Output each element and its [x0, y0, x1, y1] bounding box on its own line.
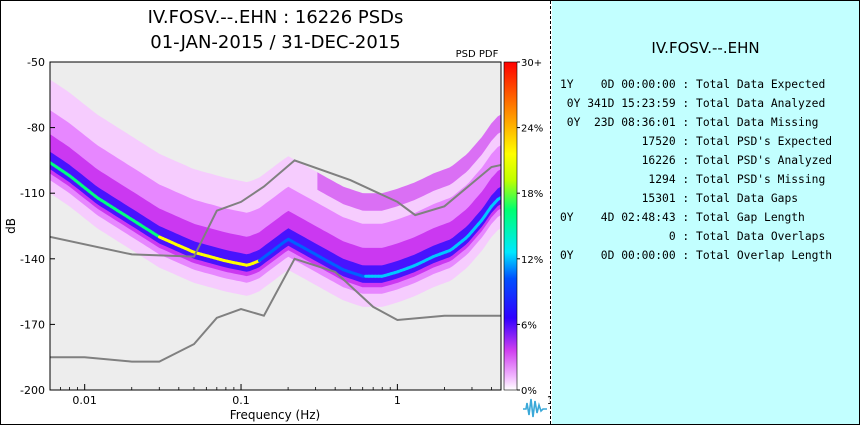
y-tick-label: -170 [20, 318, 45, 331]
stat-value: 15301 [560, 192, 676, 205]
pdf-band-core [50, 151, 501, 283]
x-tick-label: 10 [547, 394, 550, 407]
stat-row: 15301 : Total Data Gaps [560, 189, 832, 208]
stat-separator: : [675, 230, 697, 243]
x-axis-label: Frequency (Hz) [230, 408, 321, 422]
colorbar-tick-label: 18% [521, 189, 543, 200]
colorbar-tick-label: 12% [521, 255, 543, 266]
page-title: IV.FOSV.--.EHN : 16226 PSDs [147, 7, 404, 28]
high-noise-model-line [50, 159, 501, 258]
stat-value: 0 [560, 230, 676, 243]
stat-row: 1294 : Total PSD's Missing [560, 170, 832, 189]
statistics-panel: IV.FOSV.--.EHN 1Y 0D 00:00:00 : Total Da… [552, 1, 859, 424]
page-subtitle: 01-JAN-2015 / 31-DEC-2015 [150, 32, 401, 53]
pdf-band-mid [50, 134, 501, 288]
x-tick-label: 0.1 [232, 394, 250, 407]
y-tick-label: -80 [27, 122, 45, 135]
y-tick-label: -110 [20, 187, 45, 200]
stat-value: 16226 [560, 154, 676, 167]
stat-row: 0 : Total Data Overlaps [560, 227, 832, 246]
stat-row: 1Y 0D 00:00:00 : Total Data Expected [560, 75, 832, 94]
stat-separator: : [675, 211, 697, 224]
stat-value: 0Y 4D 02:48:43 [560, 211, 676, 224]
stat-value: 1294 [560, 173, 676, 186]
plot-border [49, 61, 502, 391]
stat-value: 0Y 0D 00:00:00 [560, 249, 676, 262]
colorbar-label: PSD PDF [456, 49, 499, 60]
stat-separator: : [675, 173, 697, 186]
stat-separator: : [675, 192, 697, 205]
stat-row: 16226 : Total PSD's Analyzed [560, 151, 832, 170]
stat-value: 0Y 341D 15:23:59 [560, 97, 676, 110]
colorbar-tick-label: 24% [521, 124, 543, 135]
x-tick-label: 0.01 [72, 394, 97, 407]
y-tick-label: -50 [27, 56, 45, 69]
stat-row: 0Y 341D 15:23:59 : Total Data Analyzed [560, 94, 832, 113]
stat-label: Total PSD's Expected [696, 135, 833, 148]
stat-row: 0Y 4D 02:48:43 : Total Gap Length [560, 208, 832, 227]
stat-row: 0Y 23D 08:36:01 : Total Data Missing [560, 113, 832, 132]
low-noise-model-line [50, 257, 501, 363]
stat-label: Total PSD's Analyzed [696, 154, 833, 167]
stat-separator: : [675, 116, 697, 129]
stat-separator: : [675, 97, 697, 110]
stat-label: Total Gap Length [696, 211, 805, 224]
y-tick-label: -140 [20, 253, 45, 266]
axes: -50 -80 -110 -140 -170 -200 0.01 0.1 1 10 [20, 56, 550, 407]
seismic-wave-logo-icon [523, 398, 547, 418]
statistics-list: 1Y 0D 00:00:00 : Total Data Expected 0Y … [560, 75, 832, 265]
pdf-band-secondary [317, 114, 501, 211]
stat-value: 17520 [560, 135, 676, 148]
noise-model-layer [50, 159, 501, 363]
psd-plot-panel: IV.FOSV.--.EHN : 16226 PSDs 01-JAN-2015 … [1, 1, 550, 424]
stat-label: Total Overlap Length [696, 249, 833, 262]
colorbar-tick-label: 6% [521, 320, 537, 331]
y-axis-label: dB [4, 218, 18, 234]
stat-row: 0Y 0D 00:00:00 : Total Overlap Length [560, 246, 832, 265]
station-name: IV.FOSV.--.EHN [651, 39, 760, 57]
pdf-density-layer [50, 79, 501, 307]
stat-value: 1Y 0D 00:00:00 [560, 78, 676, 91]
colorbar-tick-label: 30+ [521, 58, 542, 69]
stat-label: Total PSD's Missing [696, 173, 826, 186]
stat-label: Total Data Missing [696, 116, 819, 129]
stat-separator: : [675, 135, 697, 148]
panel-divider [550, 1, 551, 424]
stat-separator: : [675, 154, 697, 167]
colorbar-tick-label: 0% [521, 386, 537, 397]
psd-chart: -50 -80 -110 -140 -170 -200 0.01 0.1 1 10 Frequen… [4, 49, 550, 422]
stat-label: Total Data Analyzed [696, 97, 826, 110]
colorbar [503, 61, 518, 391]
stat-label: Total Data Expected [696, 78, 826, 91]
stat-separator: : [675, 249, 697, 262]
y-tick-label: -200 [20, 384, 45, 397]
stat-separator: : [675, 78, 697, 91]
stat-label: Total Data Gaps [696, 192, 799, 205]
stat-value: 0Y 23D 08:36:01 [560, 116, 676, 129]
mode-curve-segment [496, 196, 501, 201]
stat-label: Total Data Overlaps [696, 230, 826, 243]
x-tick-label: 1 [394, 394, 401, 407]
colorbar-ticks: 0% 6% 12% 18% 24% 30+ [517, 58, 543, 397]
stat-row: 17520 : Total PSD's Expected [560, 132, 832, 151]
